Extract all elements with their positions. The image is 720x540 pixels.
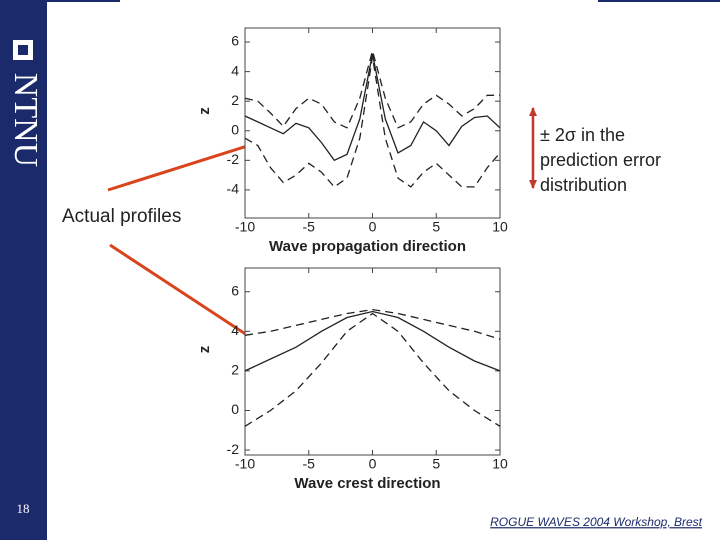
annotation-line: ± 2σ in the bbox=[540, 125, 625, 145]
profile-line bbox=[244, 312, 501, 427]
x-tick-label: 10 bbox=[492, 456, 508, 472]
x-tick-label: 0 bbox=[369, 456, 377, 472]
y-tick-label: -2 bbox=[227, 441, 240, 457]
x-axis-label: Wave crest direction bbox=[294, 475, 440, 492]
y-tick-label: 2 bbox=[231, 92, 239, 108]
annotation: Actual profiles bbox=[62, 206, 181, 227]
x-tick-label: 0 bbox=[369, 219, 377, 235]
side-bar bbox=[0, 0, 47, 540]
y-axis-label: z bbox=[196, 346, 213, 354]
y-tick-label: -4 bbox=[227, 181, 240, 197]
y-tick-label: -2 bbox=[227, 151, 240, 167]
y-tick-label: 6 bbox=[231, 282, 239, 298]
annotation-line: distribution bbox=[540, 175, 627, 195]
y-tick-label: 6 bbox=[231, 33, 239, 49]
y-tick-label: 4 bbox=[231, 322, 239, 338]
y-tick-label: 0 bbox=[231, 401, 239, 417]
profile-line bbox=[244, 308, 501, 340]
page-number: 18 bbox=[17, 501, 30, 516]
profile-line bbox=[244, 53, 501, 162]
profile-line bbox=[244, 310, 501, 372]
logo-text: NTNU bbox=[7, 73, 44, 167]
x-tick-label: 5 bbox=[432, 219, 440, 235]
logo-mark-inner bbox=[18, 45, 28, 55]
annotation-line: prediction error bbox=[540, 150, 661, 170]
y-tick-label: 2 bbox=[231, 362, 239, 378]
x-tick-label: -10 bbox=[235, 456, 255, 472]
footer: ROGUE WAVES 2004 Workshop, Brest bbox=[490, 515, 703, 529]
profile-line bbox=[244, 56, 501, 188]
x-axis-label: Wave propagation direction bbox=[269, 238, 466, 255]
x-tick-label: -5 bbox=[303, 456, 316, 472]
x-tick-label: 10 bbox=[492, 219, 508, 235]
annotation: ± 2σ in the prediction error distribution bbox=[540, 125, 661, 195]
x-tick-label: -5 bbox=[303, 219, 316, 235]
profile-line bbox=[244, 48, 500, 129]
x-tick-label: -10 bbox=[235, 219, 255, 235]
plot-frame bbox=[244, 267, 501, 456]
y-tick-label: 0 bbox=[231, 121, 239, 137]
x-tick-label: 5 bbox=[432, 456, 440, 472]
y-axis-label: z bbox=[196, 107, 213, 115]
y-tick-label: 4 bbox=[231, 62, 239, 78]
